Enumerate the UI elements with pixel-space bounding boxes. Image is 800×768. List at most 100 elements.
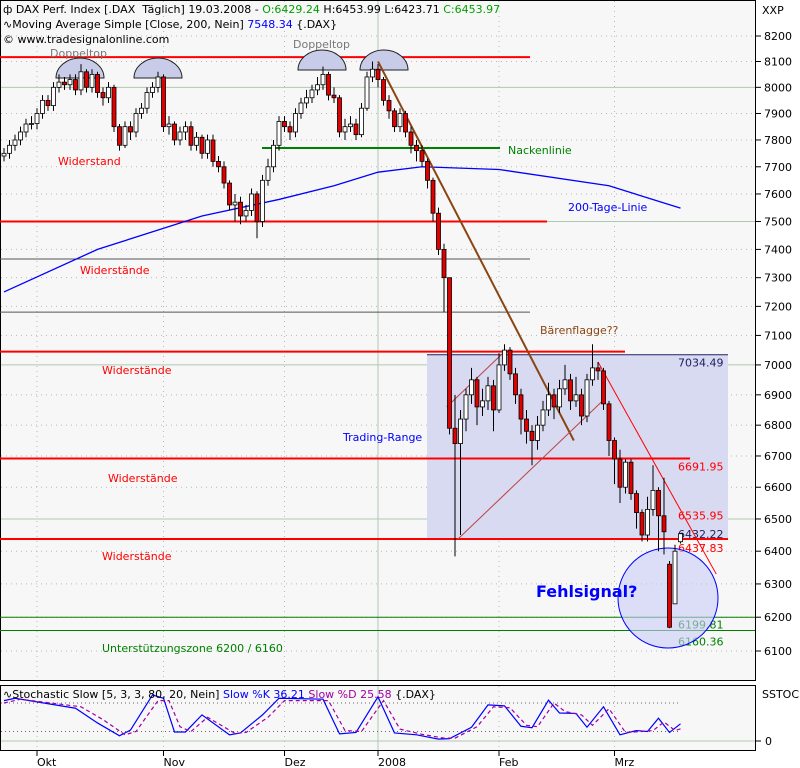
- candle-body: [364, 76, 370, 109]
- candle-body: [166, 123, 172, 128]
- candle-body: [513, 373, 518, 396]
- candle-body: [221, 166, 227, 184]
- stoch-k-line: [3, 694, 681, 740]
- candle-body: [524, 418, 529, 432]
- candle-body: [623, 461, 628, 488]
- candle-body: [639, 512, 645, 536]
- candle-body: [557, 388, 562, 408]
- candle-body: [67, 79, 73, 86]
- y-tick-label: 7400: [764, 243, 792, 256]
- annotation-fehlsignal: Fehlsignal?: [536, 582, 637, 601]
- candle-body: [282, 120, 287, 128]
- candle-body: [29, 123, 34, 125]
- candle-body: [480, 400, 485, 408]
- stoch-k-value: Slow %K 36.21: [222, 688, 305, 701]
- instrument-label: DAX Perf. Index [.DAX Täglich] 19.03.200…: [15, 3, 263, 16]
- annotation-nackenlinie: Nackenlinie: [508, 144, 572, 157]
- candle-body: [430, 179, 436, 214]
- candle-body: [441, 248, 447, 279]
- x-tick-label: Okt: [37, 756, 57, 768]
- candle-body: [106, 86, 111, 99]
- candle-body: [573, 394, 579, 402]
- ma-suffix: {.DAX}: [292, 18, 338, 31]
- y-tick-label: 6200: [764, 611, 792, 624]
- candle-body: [342, 126, 348, 133]
- ma-label: Moving Average Simple [Close, 200, Nein]: [12, 18, 248, 31]
- brown-trendline: [377, 61, 575, 441]
- line-icon: ∿: [3, 18, 13, 31]
- y-tick-label: 7900: [764, 107, 792, 120]
- candle-body: [595, 367, 601, 372]
- candle-body: [298, 102, 304, 114]
- annotation-widerstaende-3: Widerstände: [108, 472, 178, 485]
- candle-body: [353, 123, 359, 136]
- candle-body: [309, 89, 315, 99]
- candle-icon: ф: [3, 3, 16, 16]
- y-tick-label: 8000: [764, 81, 792, 94]
- candle-body: [254, 193, 260, 222]
- candle-body: [62, 81, 67, 86]
- candle-body: [540, 409, 546, 426]
- candle-body: [529, 430, 535, 441]
- candle-body: [469, 379, 474, 396]
- candle-body: [474, 379, 480, 408]
- candle-body: [397, 113, 403, 128]
- candle-body: [89, 73, 95, 88]
- candle-body: [18, 131, 23, 141]
- candle-body: [546, 394, 551, 411]
- candle-body: [634, 493, 639, 513]
- y-axis-label: XXP: [762, 4, 784, 17]
- candle-body: [590, 367, 595, 381]
- candle-body: [348, 123, 353, 128]
- candle-body: [265, 166, 271, 181]
- y-tick-label: 6100: [764, 645, 792, 658]
- candle-body: [535, 424, 540, 441]
- candle-body: [188, 126, 194, 146]
- candle-body: [502, 349, 507, 366]
- candle-body: [370, 68, 375, 78]
- y-tick-label: 6800: [764, 419, 792, 432]
- annotation-trading-range: Trading-Range: [342, 431, 422, 444]
- candle-body: [579, 394, 584, 417]
- candle-body: [414, 144, 419, 152]
- candle-body: [194, 136, 199, 146]
- candle-body: [199, 136, 205, 154]
- candle-body: [678, 533, 683, 543]
- candle-body: [381, 79, 386, 101]
- candle-body: [133, 113, 139, 133]
- candle-body: [276, 120, 282, 146]
- y-tick-label: 7600: [764, 188, 792, 201]
- candle-body: [612, 440, 617, 460]
- copyright: © www.tradesignalonline.com: [3, 33, 170, 46]
- x-tick-label: Feb: [499, 756, 518, 768]
- candle-body: [485, 385, 491, 402]
- candle-body: [172, 123, 177, 141]
- y-tick-label: 8200: [764, 30, 792, 43]
- candle-body: [161, 76, 166, 128]
- candle-body: [144, 92, 150, 109]
- line-icon: ∿: [3, 688, 13, 701]
- high-low-values: H:6453.99 L:6423.71: [319, 3, 444, 16]
- y-tick-label: 6900: [764, 389, 792, 402]
- candle-body: [518, 394, 524, 420]
- candle-body: [293, 113, 298, 133]
- instrument-header: ф DAX Perf. Index [.DAX Täglich] 19.03.2…: [3, 3, 500, 16]
- candle-body: [139, 107, 144, 114]
- candle-body: [73, 79, 78, 91]
- candle-body: [425, 160, 430, 181]
- x-tick-label: Dez: [285, 756, 306, 768]
- candle-body: [260, 179, 265, 222]
- candle-body: [243, 210, 249, 217]
- y-tick-label: 7300: [764, 272, 792, 285]
- candle-body: [392, 110, 397, 128]
- candle-body: [645, 508, 650, 536]
- candle-body: [7, 144, 12, 154]
- candle-body: [51, 86, 56, 107]
- candle-body: [128, 126, 133, 133]
- stoch-suffix: {.DAX}: [391, 688, 436, 701]
- candle-body: [326, 73, 331, 96]
- candle-body: [562, 379, 568, 390]
- candle-body: [331, 94, 337, 99]
- candle-body: [1, 152, 7, 157]
- candle-body: [606, 403, 612, 441]
